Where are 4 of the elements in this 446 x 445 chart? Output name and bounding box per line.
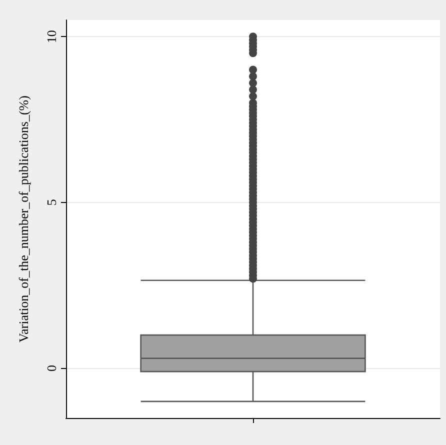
y-tick-label: 5 [44,199,59,206]
y-tick-label: 10 [44,30,59,44]
y-axis-title: Variation_of_the_number_of_publications_(%) [16,96,31,342]
y-tick-label: 0 [44,365,59,372]
